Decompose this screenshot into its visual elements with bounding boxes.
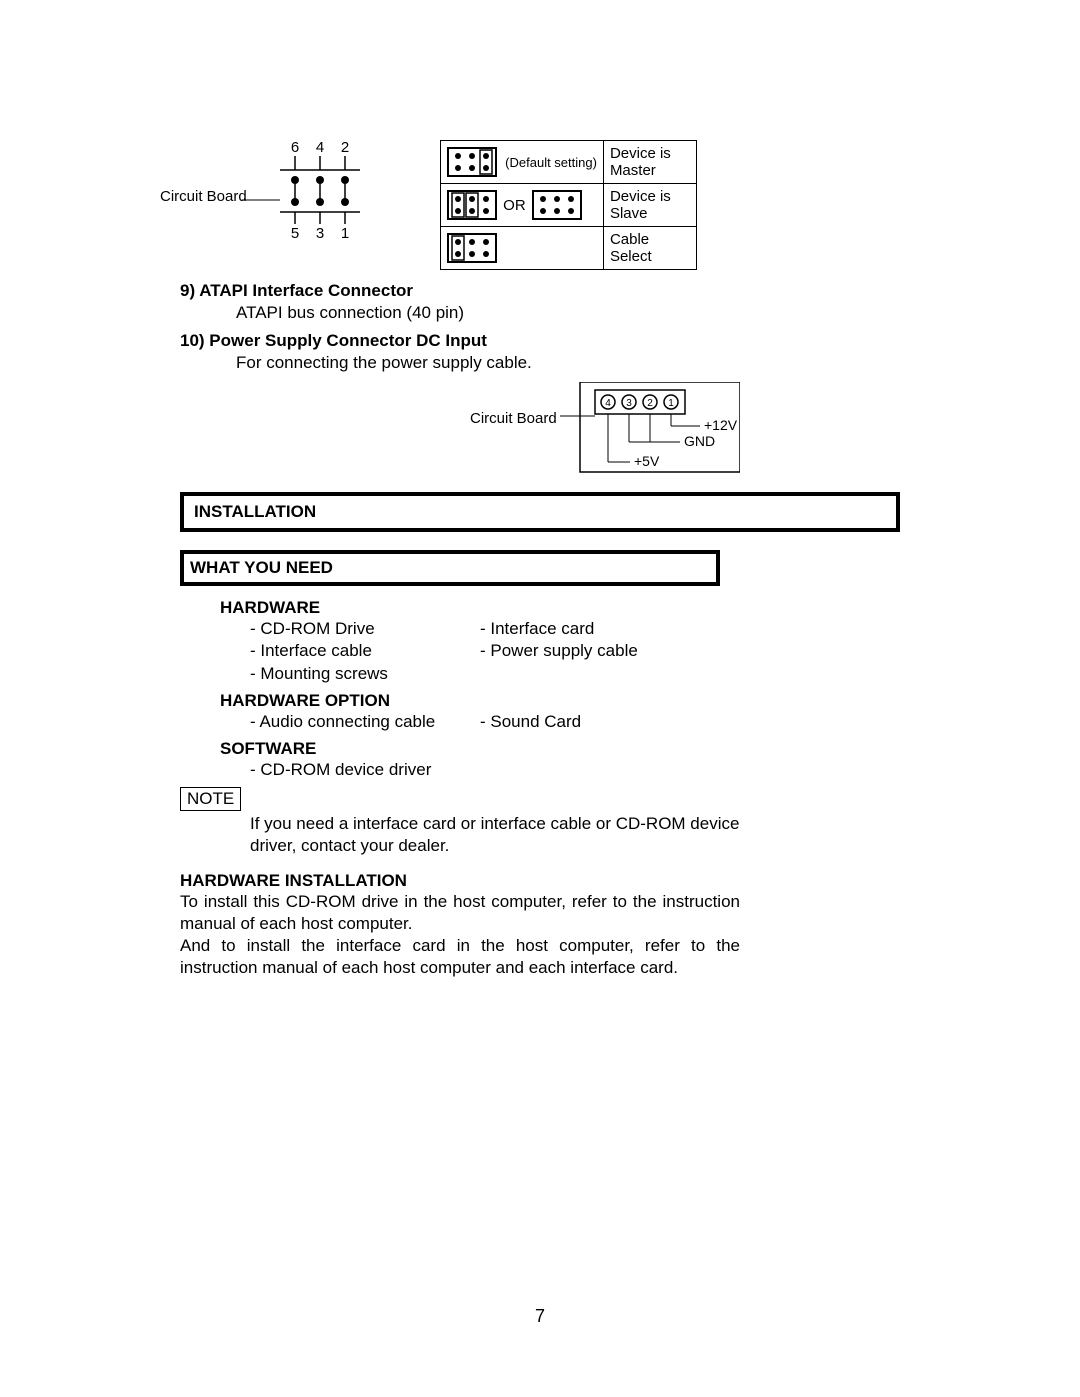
hw-install-heading: HARDWARE INSTALLATION <box>180 871 900 891</box>
svg-text:+12V: +12V <box>704 417 738 433</box>
hw-install-text: And to install the interface card in the… <box>180 935 740 979</box>
jumper-config-cell: OR <box>441 184 604 227</box>
list-col: - Interface card - Power supply cable <box>480 618 710 684</box>
table-row: (Default setting) Device is Master <box>441 141 697 184</box>
setting-desc: Select <box>610 248 652 265</box>
list-item: - Interface cable <box>250 640 480 662</box>
setting-desc: Cable <box>610 231 649 248</box>
what-you-need-banner: WHAT YOU NEED <box>180 550 720 586</box>
circuit-board-label: Circuit Board <box>160 188 247 205</box>
software-list: - CD-ROM device driver <box>250 759 900 781</box>
page-number: 7 <box>0 1306 1080 1327</box>
list-item: - Audio connecting cable <box>250 711 480 733</box>
pin-num: 2 <box>341 140 349 156</box>
manual-page: Circuit Board 6 4 2 <box>0 0 1080 1397</box>
list-item: - Sound Card <box>480 711 710 733</box>
setting-desc: Slave <box>610 205 648 222</box>
setting-desc-cell: Device is Master <box>603 141 696 184</box>
jumper-icon <box>532 190 582 220</box>
top-diagram-row: Circuit Board 6 4 2 <box>180 140 900 270</box>
item-heading: 10) Power Supply Connector DC Input <box>180 331 487 350</box>
software-heading: SOFTWARE <box>220 739 900 759</box>
hardware-heading: HARDWARE <box>220 598 900 618</box>
item-heading: 9) ATAPI Interface Connector <box>180 281 413 300</box>
banner-text: WHAT YOU NEED <box>190 558 333 577</box>
jumper-icon <box>447 147 497 177</box>
table-row: OR Device is Slave <box>441 184 697 227</box>
jumper-config-cell: (Default setting) <box>441 141 604 184</box>
pin-num: 3 <box>316 225 324 242</box>
jumper-icon <box>447 233 497 263</box>
hardware-list: - CD-ROM Drive - Interface cable - Mount… <box>250 618 900 684</box>
banner-text: INSTALLATION <box>188 500 892 524</box>
table-row: Cable Select <box>441 227 697 270</box>
jumper-config-cell <box>441 227 604 270</box>
hardware-option-heading: HARDWARE OPTION <box>220 691 900 711</box>
svg-text:2: 2 <box>647 398 653 409</box>
power-svg: 4 3 2 1 +12V GND +5V <box>180 382 740 482</box>
svg-text:4: 4 <box>605 398 611 409</box>
svg-text:GND: GND <box>684 433 715 449</box>
list-col: - Sound Card <box>480 711 710 733</box>
note-text: If you need a interface card or interfac… <box>250 813 740 857</box>
hardware-option-list: - Audio connecting cable - Sound Card <box>250 711 900 733</box>
item-9: 9) ATAPI Interface Connector ATAPI bus c… <box>180 280 900 324</box>
pin-num: 6 <box>291 140 299 156</box>
list-col: - CD-ROM Drive - Interface cable - Mount… <box>250 618 480 684</box>
note-label: NOTE <box>180 787 241 811</box>
list-item: - CD-ROM device driver <box>250 759 480 781</box>
setting-desc: Device is <box>610 145 671 162</box>
list-col: - CD-ROM device driver <box>250 759 480 781</box>
jumper-settings-table: (Default setting) Device is Master <box>440 140 697 270</box>
pin-num: 4 <box>316 140 324 156</box>
svg-text:3: 3 <box>626 398 632 409</box>
installation-banner: INSTALLATION <box>180 492 900 532</box>
default-setting-label: (Default setting) <box>505 155 597 170</box>
power-connector-diagram: Circuit Board 4 3 2 1 +12V GND <box>180 382 900 472</box>
pin-num: 1 <box>341 225 349 242</box>
item-10: 10) Power Supply Connector DC Input For … <box>180 330 900 374</box>
svg-text:+5V: +5V <box>634 453 660 469</box>
note-section: NOTE If you need a interface card or int… <box>180 781 900 857</box>
setting-desc: Master <box>610 162 656 179</box>
setting-desc-cell: Cable Select <box>603 227 696 270</box>
list-item: - Mounting screws <box>250 663 480 685</box>
list-item: - Power supply cable <box>480 640 710 662</box>
hw-install-text: To install this CD-ROM drive in the host… <box>180 891 740 935</box>
setting-desc: Device is <box>610 188 671 205</box>
setting-desc-cell: Device is Slave <box>603 184 696 227</box>
list-col: - Audio connecting cable <box>250 711 480 733</box>
item-text: For connecting the power supply cable. <box>236 353 532 372</box>
list-item: - CD-ROM Drive <box>250 618 480 640</box>
jumper-icon <box>447 190 497 220</box>
list-item: - Interface card <box>480 618 710 640</box>
svg-text:1: 1 <box>668 398 674 409</box>
item-text: ATAPI bus connection (40 pin) <box>236 303 464 322</box>
or-label: OR <box>503 197 526 214</box>
pin-num: 5 <box>291 225 299 242</box>
jumper-pin-diagram: Circuit Board 6 4 2 <box>180 140 380 250</box>
